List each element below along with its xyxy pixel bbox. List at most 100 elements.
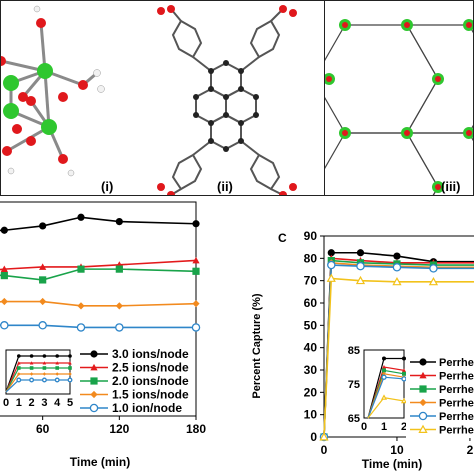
chart-c-inset-point	[381, 374, 387, 380]
chart-c-inset-point	[402, 368, 406, 372]
chart-b-inset-point	[55, 361, 59, 365]
chart-b-inset-point	[55, 354, 59, 358]
chart-b-data-point	[115, 323, 124, 332]
chart-b-data-point	[191, 323, 201, 332]
chart-b-data-point	[76, 323, 86, 332]
chart-b-frame	[0, 201, 197, 417]
chart-c-y-tick-label: 10	[304, 408, 318, 422]
chart-b-data-point	[77, 213, 85, 221]
chart-b-inset-x-tick-label: 1	[16, 397, 22, 409]
chart-c-inset-point	[401, 376, 407, 382]
chart-b-inset-point	[17, 372, 21, 376]
chart-b-inset-series	[5, 355, 70, 393]
chart-b-inset-x-tick-label: 0	[3, 397, 9, 409]
chart-b-legend-marker	[89, 403, 99, 413]
chart-b-data-point	[39, 297, 47, 306]
framework-lattice	[325, 24, 473, 195]
chart-b-legend-marker	[90, 363, 98, 371]
chart-c-inset-x-tick-label: 1	[381, 421, 387, 433]
chart-c-inset-point	[402, 356, 406, 361]
chart-b-inset-point	[55, 366, 59, 370]
linker-bonds	[170, 8, 284, 195]
chart-c-legend-label: Perrhen	[439, 411, 474, 423]
chart-c-inset-y-tick-label: 65	[348, 413, 360, 425]
chart-b-data-point	[0, 297, 8, 306]
chart-c-data-point	[327, 249, 335, 257]
cluster-atoms	[1, 5, 105, 177]
pyrene-linker-structure	[157, 5, 297, 195]
chart-c-legend: PerrhenPerrhenPerrhenPerrhenPerrhenPerrh…	[406, 350, 474, 438]
chart-c-inset-y-tick-label: 85	[348, 345, 360, 357]
chart-b-x-tick-label: 120	[109, 422, 129, 436]
chart-c-y-tick-label: 90	[304, 229, 318, 243]
chart-b-data-point	[115, 265, 123, 273]
chart-c-inset-point	[382, 368, 386, 373]
chart-c-legend-label: Perrhen	[439, 357, 474, 369]
chart-c-y-tick-label: 80	[304, 251, 318, 265]
chart-c-legend-marker	[419, 371, 427, 379]
chart-c-plot-area: 01020304050607080900102657585012PerrhenP…	[304, 229, 474, 457]
structure-label-ii: (ii)	[217, 179, 233, 194]
chart-b-inset-point	[17, 354, 21, 358]
chart-c-inset-x-tick-label: 0	[361, 421, 367, 433]
chart-b-inset-point	[68, 372, 72, 376]
chart-b-inset-point	[54, 377, 60, 383]
chart-c-y-tick-label: 50	[304, 318, 318, 332]
chart-b-legend-marker	[90, 390, 98, 399]
chart-b-inset-point	[29, 377, 35, 383]
chart-b-inset-point	[42, 354, 47, 358]
structure-label-i: (i)	[101, 179, 114, 194]
chart-b-inset-point	[67, 377, 73, 383]
chart-c-data-point	[392, 263, 402, 272]
chart-b-x-tick-label: 180	[186, 422, 206, 436]
chart-c-data-point	[356, 261, 365, 271]
chart-c-data-point	[393, 252, 401, 260]
chart-c-panel-label: C	[278, 231, 287, 245]
chart-b-inset-point	[16, 377, 22, 383]
chart-c-y-tick-label: 60	[304, 296, 318, 310]
chart-c-inset-point	[400, 397, 408, 404]
chart-b-inset-point	[41, 377, 47, 383]
chart-b-data-point	[39, 222, 47, 230]
linker-atoms	[157, 5, 297, 195]
chart-c-legend-label: Perrhen	[439, 384, 474, 396]
metal-cluster-structure	[1, 5, 105, 177]
chart-b-legend-marker	[90, 377, 98, 385]
chart-b-x-axis-label: Time (min)	[70, 455, 130, 469]
chart-b-data-point	[192, 256, 200, 264]
chart-b-data-point	[0, 321, 9, 330]
chart-b-inset-x-tick-label: 4	[54, 397, 61, 409]
framework-structure	[325, 19, 473, 195]
chart-b-inset-x-tick-label: 3	[41, 397, 47, 409]
chart-b-inset-point	[68, 366, 72, 370]
chart-b-series-line	[0, 259, 197, 271]
chart-c-x-tick-label: 10	[390, 443, 404, 457]
cluster-bonds	[1, 22, 98, 160]
chart-b-legend-marker	[90, 350, 98, 358]
chart-c-series-line	[323, 277, 474, 438]
chart-c-data-point	[429, 264, 438, 273]
chart-c-inset-point	[382, 365, 386, 369]
chart-c-data-point	[356, 249, 365, 257]
chart-b-inset-point	[29, 372, 34, 376]
chart-b-legend-label: 2.0 ions/node	[112, 374, 189, 388]
chart-c-inset: 65 75 85 0 1 2	[348, 345, 407, 433]
chart-b-data-point	[0, 272, 8, 280]
chart-b-legend-label: 1.0 ion/node	[112, 401, 182, 415]
chart-b-data-point	[115, 302, 123, 310]
chart-c-y-axis-label: Percent Capture (%)	[251, 293, 263, 398]
chart-c-data-point	[326, 273, 336, 282]
chart-b-data-point	[115, 218, 123, 226]
chart-b-inset-point	[42, 372, 47, 376]
chart-b-inset-point	[68, 361, 72, 365]
chart-b-inset-x-tick-label: 2	[29, 397, 35, 409]
chart-b-inset-point	[55, 372, 59, 376]
chart-b-inset-point	[29, 361, 34, 365]
chart-b-data-point	[192, 267, 200, 275]
chart-b-legend-label: 1.5 ions/node	[112, 388, 189, 402]
chart-b-inset-point	[29, 366, 34, 370]
chart-c-data-point	[355, 275, 366, 285]
chart-b-data-point	[39, 276, 47, 284]
chart-c-x-tick-label: 2	[467, 443, 474, 457]
chart-c-y-tick-label: 70	[304, 274, 318, 288]
